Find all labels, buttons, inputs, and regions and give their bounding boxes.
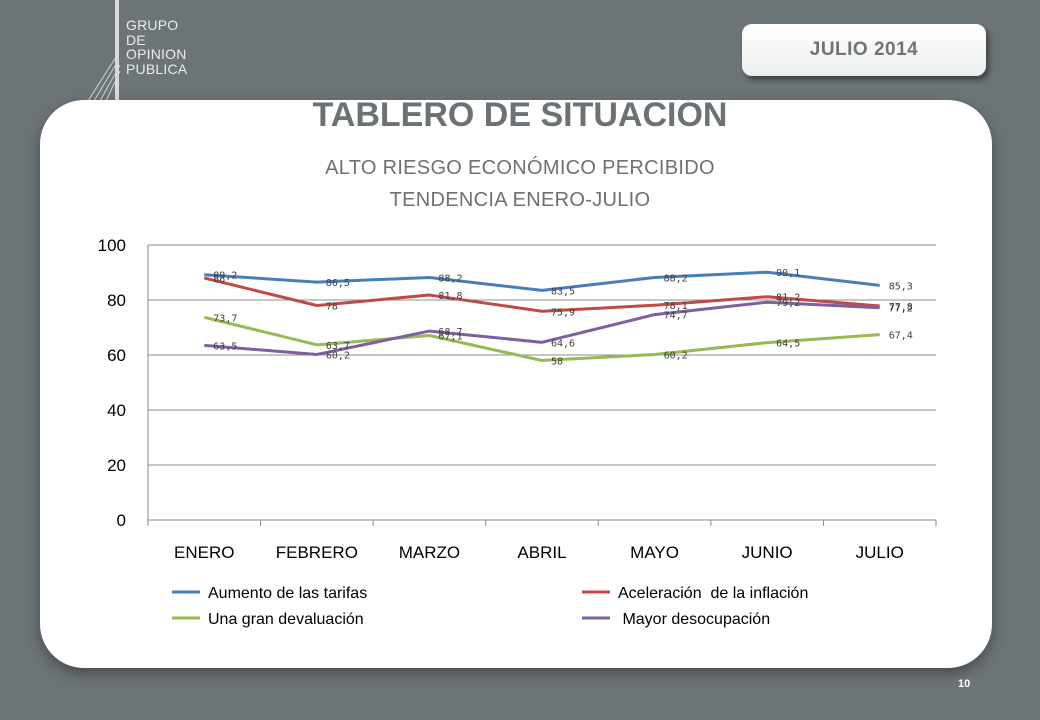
data-label: 78 xyxy=(326,302,338,313)
logo-bar xyxy=(115,0,119,100)
data-label: 83,5 xyxy=(551,286,575,297)
legend-label-2: Una gran devaluación xyxy=(208,611,364,628)
legend-label-1: Aceleración de la inflación xyxy=(618,585,808,602)
data-label: 67,1 xyxy=(438,331,462,342)
data-label: 77,8 xyxy=(889,302,913,313)
x-tick-label-enero: ENERO xyxy=(174,543,234,562)
data-label: 74,7 xyxy=(664,311,688,322)
logo-line-2: DE xyxy=(126,31,146,48)
y-tick-label: 100 xyxy=(98,236,126,255)
data-label: 86,5 xyxy=(326,278,350,289)
data-label: 88 xyxy=(213,274,225,285)
date-badge: JULIO 2014 xyxy=(742,24,986,76)
x-tick-label-julio: JULIO xyxy=(856,543,904,562)
y-tick-label: 80 xyxy=(107,291,126,310)
data-label: 89,2 xyxy=(213,271,237,282)
page-title: TABLERO DE SITUACIÓN xyxy=(312,96,728,134)
data-label: 88,2 xyxy=(664,273,688,284)
date-label: JULIO 2014 xyxy=(809,39,919,60)
y-tick-label: 20 xyxy=(107,456,126,475)
content-card xyxy=(40,100,992,668)
logo-line-4: PUBLICA xyxy=(126,60,188,77)
data-label: 63,7 xyxy=(326,341,350,352)
logo-lines-icon xyxy=(87,56,121,102)
data-label: 60,2 xyxy=(326,350,350,361)
x-tick-label-junio: JUNIO xyxy=(742,543,793,562)
y-tick-label: 0 xyxy=(117,511,126,530)
data-label: 77,2 xyxy=(889,304,913,315)
y-tick-label: 40 xyxy=(107,401,126,420)
series-line-0 xyxy=(204,270,880,292)
data-label: 75,9 xyxy=(551,307,575,318)
x-tick-label-mayo: MAYO xyxy=(630,543,679,562)
data-label: 85,3 xyxy=(889,281,913,292)
data-label: 64,6 xyxy=(551,338,575,349)
data-label: 68,7 xyxy=(438,327,462,338)
chart-subtitle-2: TENDENCIA ENERO-JULIO xyxy=(389,189,651,211)
logo-line-3: OPINION xyxy=(126,46,187,62)
legend-label-3: Mayor desocupación xyxy=(618,611,770,628)
data-label: 81,8 xyxy=(438,291,462,302)
series-line-2 xyxy=(203,315,880,362)
x-tick-label-marzo: MARZO xyxy=(399,543,460,562)
x-tick-label-abril: ABRIL xyxy=(517,543,566,562)
data-label: 60,2 xyxy=(664,350,688,361)
data-label: 78,1 xyxy=(664,301,688,312)
data-label: 88,2 xyxy=(438,273,462,284)
data-label: 63,5 xyxy=(213,341,237,352)
data-label: 73,7 xyxy=(213,313,237,324)
data-label: 90,1 xyxy=(776,268,800,279)
series-line-1 xyxy=(203,276,880,313)
legend-label-0: Aumento de las tarifas xyxy=(208,585,367,602)
series-line-3 xyxy=(204,300,880,356)
data-label: 79,2 xyxy=(776,298,800,309)
logo-text: GRUPO DE OPINION PUBLICA xyxy=(126,18,187,76)
logo-line-1: GRUPO xyxy=(126,17,179,33)
data-label: 67,4 xyxy=(889,331,913,342)
data-label: 58 xyxy=(551,357,563,368)
data-label: 64,5 xyxy=(776,339,800,350)
y-tick-label: 60 xyxy=(107,346,126,365)
page-number: 10 xyxy=(958,678,971,690)
x-tick-label-febrero: FEBRERO xyxy=(276,543,358,562)
chart-subtitle-1: ALTO RIESGO ECONÓMICO PERCIBIDO xyxy=(325,157,715,179)
data-label: 81,2 xyxy=(776,293,800,304)
